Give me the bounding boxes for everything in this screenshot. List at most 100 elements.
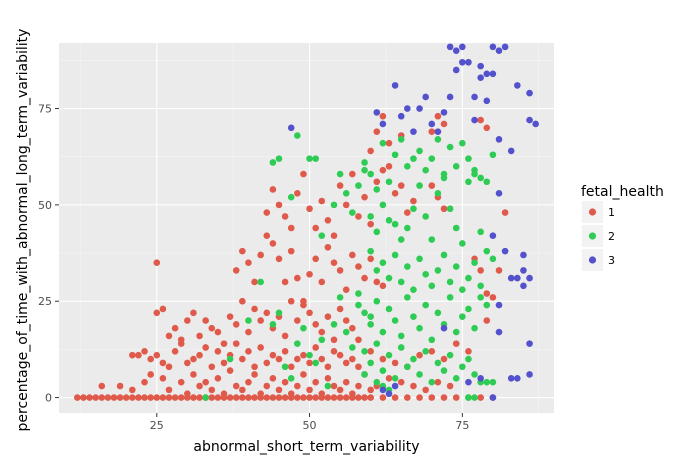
data-point-series-1 [410,197,417,205]
data-point-series-1 [196,351,203,359]
data-point-series-1 [330,259,338,266]
data-point-series-1 [349,170,356,178]
data-point-series-1 [367,220,374,228]
data-point-series-1 [153,259,161,266]
data-point-series-2 [434,309,442,317]
data-point-series-2 [410,355,417,363]
data-point-series-1 [330,336,338,344]
data-point-series-2 [397,136,405,143]
data-point-series-1 [226,394,234,401]
data-point-series-1 [373,178,381,186]
data-point-series-1 [477,394,484,401]
data-point-series-1 [428,128,436,135]
data-point-series-3 [489,394,497,401]
data-point-series-1 [483,124,491,132]
data-point-series-1 [355,363,362,371]
data-point-series-2 [471,394,478,401]
data-point-series-1 [122,394,130,401]
data-point-series-1 [190,355,197,363]
data-point-series-2 [397,332,405,340]
data-point-series-2 [452,263,460,270]
data-point-series-3 [483,70,491,78]
data-point-series-3 [416,105,423,112]
data-point-series-2 [318,336,326,344]
data-point-series-3 [465,58,472,66]
data-point-series-1 [257,390,264,398]
data-point-series-1 [428,182,436,189]
data-point-series-2 [391,375,399,382]
minor-gridlines [59,43,554,413]
data-point-series-2 [416,371,423,378]
data-point-series-1 [281,278,289,286]
data-point-series-3 [440,324,448,332]
data-point-series-1 [318,278,326,286]
data-point-series-2 [440,170,448,178]
data-point-series-3 [459,43,466,51]
data-point-series-2 [361,348,368,355]
data-point-series-1 [294,190,301,197]
legend-items: 1 2 3 [582,201,615,271]
data-point-series-2 [300,324,307,332]
data-point-series-3 [379,120,387,128]
data-point-series-1 [373,278,381,286]
data-point-series-1 [318,355,326,363]
data-point-series-2 [404,294,411,301]
data-point-series-1 [465,348,472,355]
data-point-series-2 [373,267,381,274]
data-point-series-2 [416,324,423,332]
data-point-series-2 [416,255,423,263]
data-point-series-1 [318,197,326,205]
data-point-series-2 [361,309,368,317]
data-point-series-2 [459,313,466,320]
data-point-series-1 [373,128,381,135]
data-point-series-1 [312,321,319,328]
data-point-series-1 [147,394,154,401]
data-point-series-1 [116,382,124,390]
data-point-series-3 [452,66,460,74]
data-point-series-1 [177,336,185,344]
data-point-series-1 [281,378,289,386]
data-point-series-1 [214,328,222,336]
data-point-series-1 [434,378,442,386]
data-point-series-1 [251,371,258,378]
data-point-series-1 [361,193,368,201]
data-point-series-2 [361,371,368,378]
data-point-series-1 [306,359,313,367]
data-point-series-2 [349,344,356,351]
data-point-series-2 [379,139,387,147]
legend-label-2: 2 [608,230,615,243]
data-point-series-1 [306,386,313,394]
data-point-series-3 [526,340,533,347]
data-point-series-1 [349,355,356,363]
data-point-series-2 [428,155,436,162]
data-point-series-2 [428,236,436,243]
data-point-series-2 [428,336,436,344]
data-point-series-1 [263,382,271,390]
data-point-series-2 [367,313,374,320]
data-point-series-1 [477,116,484,124]
x-tick-label: 50 [303,419,317,432]
data-point-series-1 [391,359,399,367]
data-point-series-1 [190,309,197,317]
data-point-series-1 [306,309,313,317]
data-point-series-1 [416,351,423,359]
data-point-series-2 [257,278,264,286]
data-points [74,43,539,401]
data-point-series-1 [342,394,350,401]
x-tick-label: 25 [150,419,164,432]
data-point-series-2 [202,394,209,401]
y-tick-label: 75 [38,103,52,116]
data-point-series-2 [483,378,491,386]
data-point-series-2 [391,151,399,159]
data-point-series-1 [184,390,191,398]
data-point-series-2 [465,274,472,282]
data-point-series-2 [404,224,411,232]
data-point-series-1 [177,378,185,386]
data-point-series-1 [483,290,491,297]
x-axis-ticks: 25 50 75 [150,413,469,432]
data-point-series-1 [349,324,356,332]
data-point-series-2 [465,355,472,363]
data-point-series-2 [465,394,472,401]
data-point-series-1 [300,394,307,401]
data-point-series-2 [379,201,387,209]
